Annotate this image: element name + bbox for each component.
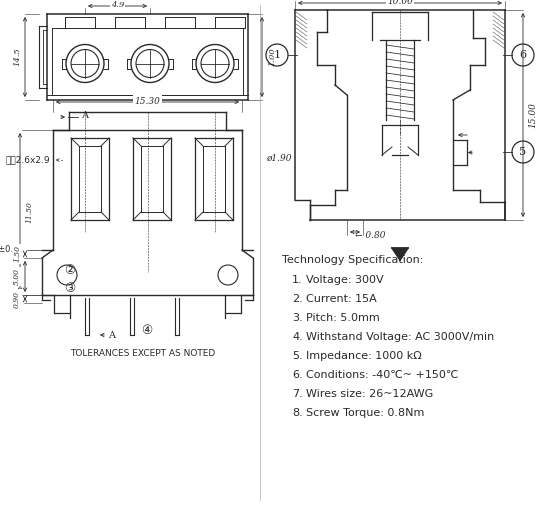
Text: 4.9: 4.9 — [111, 1, 124, 9]
Text: Current: 15A: Current: 15A — [306, 294, 377, 304]
Text: 4.: 4. — [292, 332, 302, 342]
Text: ④: ④ — [142, 324, 153, 336]
Text: 6.: 6. — [292, 370, 302, 380]
Text: 11.50: 11.50 — [25, 202, 33, 224]
Text: TOLERANCES EXCEPT AS NOTED: TOLERANCES EXCEPT AS NOTED — [70, 348, 215, 358]
Text: Withstand Voltage: AC 3000V/min: Withstand Voltage: AC 3000V/min — [306, 332, 494, 342]
Text: ②: ② — [64, 264, 75, 276]
Text: 3.: 3. — [292, 313, 302, 323]
Text: 14.5: 14.5 — [13, 48, 21, 67]
Text: 10.00: 10.00 — [387, 0, 413, 7]
Text: 2.: 2. — [292, 294, 302, 304]
Text: 5.: 5. — [292, 351, 302, 361]
Text: 1.: 1. — [292, 275, 302, 285]
Text: 15.30: 15.30 — [134, 97, 160, 106]
Text: Screw Torque: 0.8Nm: Screw Torque: 0.8Nm — [306, 408, 424, 418]
Text: 3.5±0.3: 3.5±0.3 — [0, 245, 19, 255]
Text: 1.50: 1.50 — [13, 245, 21, 263]
Polygon shape — [392, 248, 408, 260]
Text: ③: ③ — [64, 281, 75, 295]
Text: 5.00: 5.00 — [13, 268, 21, 285]
Text: A: A — [109, 331, 116, 339]
Text: 8.: 8. — [292, 408, 302, 418]
Text: Pitch: 5.0mm: Pitch: 5.0mm — [306, 313, 380, 323]
Text: Technology Specification:: Technology Specification: — [282, 255, 423, 265]
Text: Conditions: -40℃~ +150℃: Conditions: -40℃~ +150℃ — [306, 370, 458, 380]
Text: A: A — [81, 111, 88, 120]
Text: Wires size: 26~12AWG: Wires size: 26~12AWG — [306, 389, 433, 399]
Text: 1.00: 1.00 — [268, 48, 276, 67]
Text: 6: 6 — [520, 50, 527, 60]
Text: 15.00: 15.00 — [528, 102, 537, 128]
Text: 5: 5 — [520, 147, 527, 157]
Text: ← 0.80: ← 0.80 — [355, 232, 386, 240]
Text: 线口2.6x2.9: 线口2.6x2.9 — [6, 155, 51, 165]
Text: Impedance: 1000 kΩ: Impedance: 1000 kΩ — [306, 351, 422, 361]
Text: 1: 1 — [273, 50, 280, 60]
Text: Voltage: 300V: Voltage: 300V — [306, 275, 383, 285]
Text: 0.90: 0.90 — [13, 291, 21, 307]
Text: ø1.90: ø1.90 — [266, 153, 291, 163]
Text: 7.: 7. — [292, 389, 302, 399]
